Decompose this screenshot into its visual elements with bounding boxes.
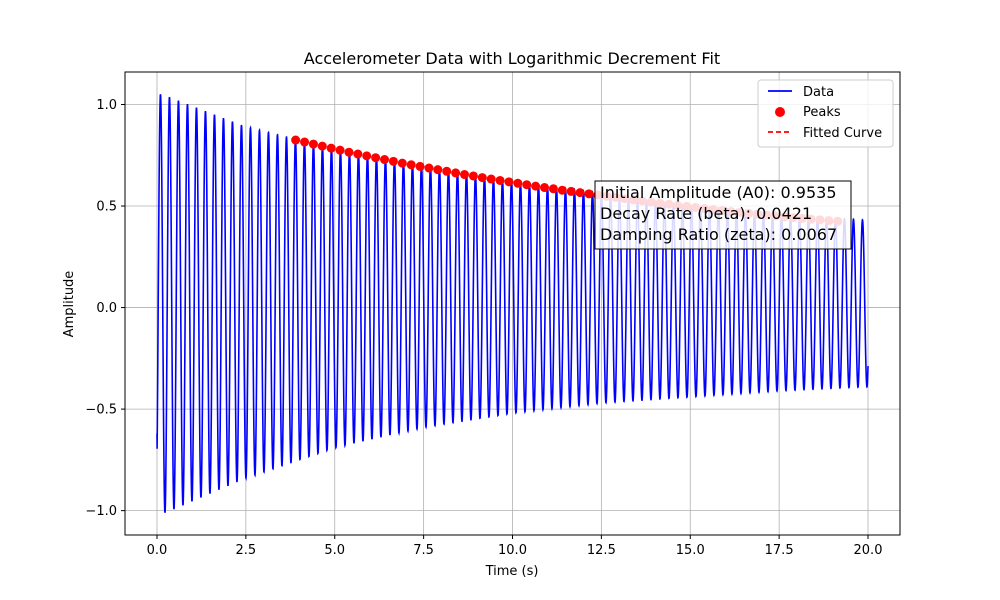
legend-label-peaks: Peaks <box>803 105 841 120</box>
peak-point <box>415 161 425 171</box>
y-axis: −1.0 −0.5 0.0 0.5 1.0 <box>85 98 125 519</box>
annotation-line-beta: Decay Rate (beta): 0.0421 <box>600 204 812 223</box>
peak-point <box>557 185 567 195</box>
peak-point <box>477 173 487 183</box>
x-tick-label: 0.0 <box>147 543 168 558</box>
peak-point <box>397 158 407 168</box>
annotation-line-a0: Initial Amplitude (A0): 0.9535 <box>600 183 837 202</box>
peak-point <box>575 188 585 198</box>
peak-point <box>566 186 576 196</box>
peak-point <box>317 141 327 151</box>
legend-frame <box>757 79 894 148</box>
peak-point <box>460 170 470 180</box>
peak-point <box>468 171 478 181</box>
peak-point <box>353 149 363 159</box>
x-tick-label: 20.0 <box>854 543 883 558</box>
peak-point <box>326 143 336 153</box>
peak-point <box>451 168 461 178</box>
peak-point <box>504 177 514 187</box>
data-series <box>156 94 869 513</box>
legend-label-data: Data <box>803 85 834 100</box>
y-axis-label: Amplitude <box>62 271 77 338</box>
peak-point <box>531 181 541 191</box>
peak-point <box>433 165 443 175</box>
peak-point <box>335 145 345 155</box>
peak-point <box>344 147 354 157</box>
annotation-frame <box>594 180 852 250</box>
peak-point <box>406 160 416 170</box>
data-line <box>156 94 869 513</box>
x-tick-label: 17.5 <box>765 543 794 558</box>
peak-point <box>308 139 318 149</box>
chart-title: Accelerometer Data with Logarithmic Decr… <box>304 49 720 68</box>
y-tick-label: −1.0 <box>85 504 117 519</box>
annotation-box: Initial Amplitude (A0): 0.9535 Decay Rat… <box>594 180 852 250</box>
y-tick-label: 0.5 <box>96 200 117 215</box>
peak-point <box>540 183 549 193</box>
y-tick-label: −0.5 <box>85 403 117 418</box>
peak-point <box>584 189 594 199</box>
peak-point <box>371 153 381 163</box>
x-axis: 0.0 2.5 5.0 7.5 10.0 12.5 15.0 17.5 20.0 <box>147 535 883 558</box>
annotation-line-zeta: Damping Ratio (zeta): 0.0067 <box>600 225 837 244</box>
peak-point <box>424 163 434 173</box>
x-tick-label: 12.5 <box>587 543 616 558</box>
y-tick-label: 1.0 <box>96 98 117 113</box>
peak-point <box>495 175 505 185</box>
legend-marker-peaks <box>775 107 785 117</box>
legend-label-fitted: Fitted Curve <box>803 126 882 141</box>
y-tick-label: 0.0 <box>96 301 117 316</box>
peak-point <box>291 135 301 145</box>
peak-point <box>486 174 496 184</box>
x-tick-label: 7.5 <box>413 543 434 558</box>
peak-point <box>380 155 390 165</box>
peak-point <box>513 178 523 188</box>
x-tick-label: 2.5 <box>236 543 257 558</box>
x-tick-label: 15.0 <box>676 543 705 558</box>
x-tick-label: 5.0 <box>324 543 345 558</box>
peak-point <box>522 180 532 190</box>
x-axis-label: Time (s) <box>485 564 539 579</box>
peak-point <box>362 151 372 161</box>
legend: Data Peaks Fitted Curve <box>757 79 894 148</box>
peak-point <box>300 137 310 147</box>
peak-point <box>388 156 398 166</box>
x-tick-label: 10.0 <box>498 543 527 558</box>
peak-point <box>442 166 452 176</box>
peak-point <box>548 184 558 194</box>
